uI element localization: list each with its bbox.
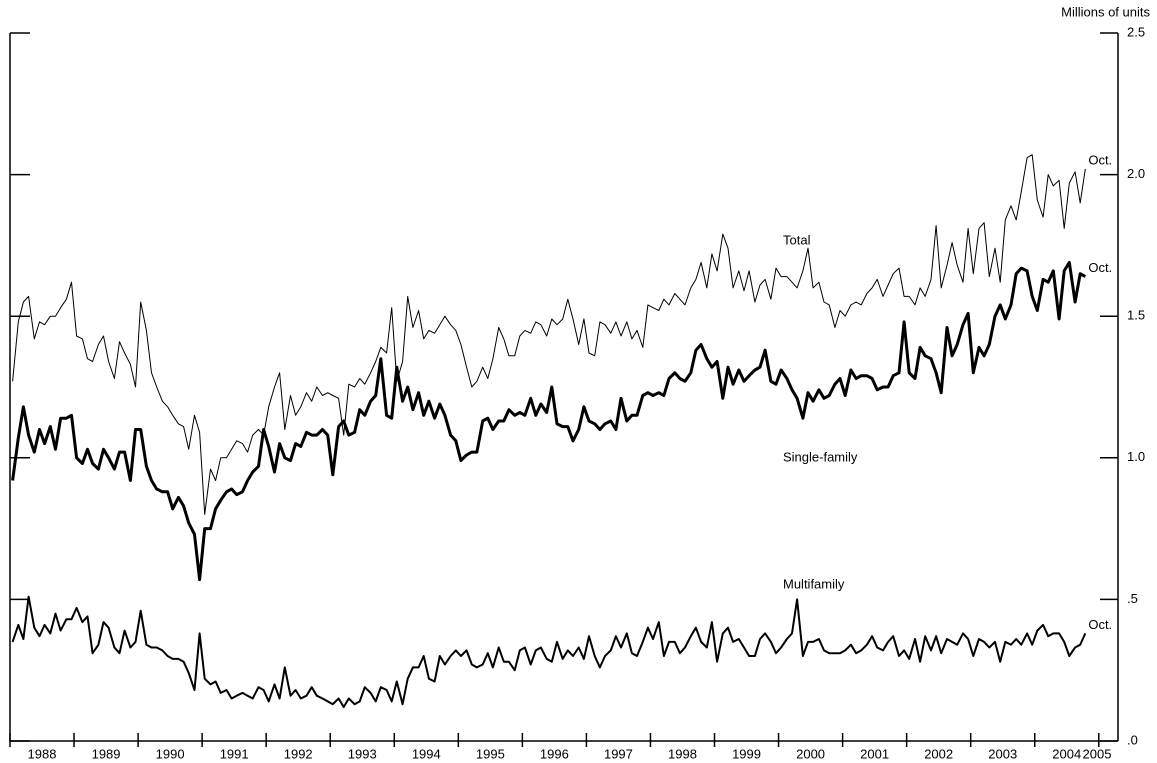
end-label: Oct. (1088, 260, 1112, 275)
y-tick-label: 2.5 (1127, 24, 1145, 39)
x-tick-label: 1990 (156, 746, 185, 761)
y-tick-label: 1.5 (1127, 308, 1145, 323)
x-tick-label: 1989 (92, 746, 121, 761)
y-tick-label: 2.0 (1127, 166, 1145, 181)
x-tick-label: 2002 (924, 746, 953, 761)
x-tick-label: 2003 (988, 746, 1017, 761)
x-tick-label: 1998 (668, 746, 697, 761)
end-label: Oct. (1088, 152, 1112, 167)
x-tick-label: 1991 (220, 746, 249, 761)
series-line (11, 260, 1087, 582)
y-tick-label: 1.0 (1127, 449, 1145, 464)
y-tick-label: .0 (1127, 732, 1138, 747)
series-line (12, 154, 1086, 515)
y-axis-label: Millions of units (1061, 4, 1150, 19)
end-label: Oct. (1088, 617, 1112, 632)
x-tick-label: 1993 (348, 746, 377, 761)
x-tick-label: 2001 (860, 746, 889, 761)
series-label: Total (783, 232, 811, 247)
x-tick-label: 1992 (284, 746, 313, 761)
x-tick-label: 1997 (604, 746, 633, 761)
series-line (11, 595, 1087, 708)
x-tick-label: 2005 (1083, 746, 1112, 761)
x-tick-label: 1995 (476, 746, 505, 761)
x-tick-label: 1999 (732, 746, 761, 761)
x-tick-label: 2004 (1052, 746, 1081, 761)
series-label: Multifamily (783, 576, 845, 591)
x-tick-label: 2000 (796, 746, 825, 761)
y-tick-label: .5 (1127, 591, 1138, 606)
x-tick-label: 1994 (412, 746, 441, 761)
series-label: Single-family (783, 449, 858, 464)
x-tick-label: 1996 (540, 746, 569, 761)
x-tick-label: 1988 (28, 746, 57, 761)
